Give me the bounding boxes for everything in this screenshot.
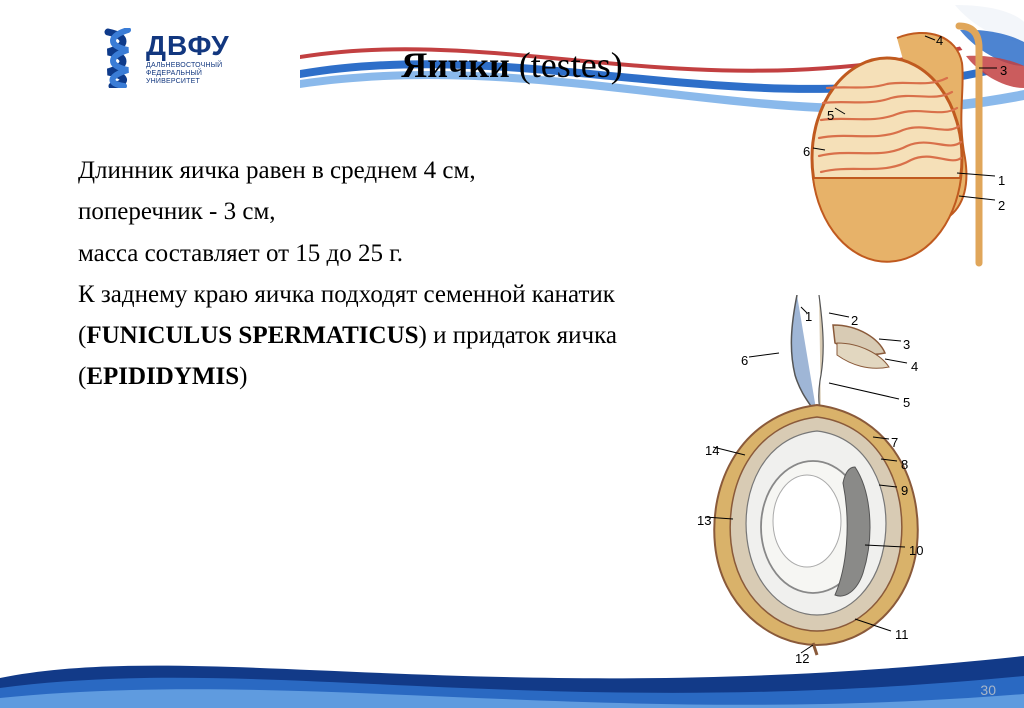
testis-cross-section-figure: 1 2 3 4 5 6 (797, 8, 1012, 268)
body-p4e: ) (239, 363, 247, 390)
fig-top-label-2: 2 (998, 198, 1005, 213)
fig-bot-label-5: 5 (903, 395, 910, 410)
fig-top-label-4: 4 (936, 33, 943, 48)
scrotum-layers-figure: 1 2 3 4 5 6 7 8 9 10 11 12 13 14 (679, 295, 954, 660)
scrotum-layers-svg (679, 295, 954, 660)
fig-bot-label-2: 2 (851, 313, 858, 328)
fig-top-label-1: 1 (998, 173, 1005, 188)
title-bold: Яички (401, 45, 510, 85)
body-p1: Длинник яичка равен в среднем 4 см, (78, 150, 638, 191)
title-rest: (testes) (510, 45, 623, 85)
testis-cross-section-svg (797, 8, 1012, 268)
body-text: Длинник яичка равен в среднем 4 см, попе… (78, 150, 638, 398)
body-p2: поперечник - 3 см, (78, 191, 638, 232)
fig-bot-label-1: 1 (805, 309, 812, 324)
fig-bot-label-4: 4 (911, 359, 918, 374)
body-p4b: FUNICULUS SPERMATICUS (86, 322, 418, 349)
fig-bot-label-12: 12 (795, 651, 809, 666)
fig-bot-label-11: 11 (895, 627, 909, 642)
slide-number: 30 (980, 682, 996, 698)
body-p3: масса составляет от 15 до 25 г. (78, 233, 638, 274)
fig-bot-label-7: 7 (891, 435, 898, 450)
body-p4: К заднему краю яичка подходят семенной к… (78, 274, 638, 398)
fig-bot-label-9: 9 (901, 483, 908, 498)
fig-top-label-3: 3 (1000, 63, 1007, 78)
fig-bot-label-6: 6 (741, 353, 748, 368)
fig-bot-label-13: 13 (697, 513, 711, 528)
fig-bot-label-14: 14 (705, 443, 719, 458)
fig-top-label-5: 5 (827, 108, 834, 123)
body-p4d: EPIDIDYMIS (86, 363, 239, 390)
fig-top-label-6: 6 (803, 144, 810, 159)
fig-bot-label-8: 8 (901, 457, 908, 472)
fig-bot-label-3: 3 (903, 337, 910, 352)
fig-bot-label-10: 10 (909, 543, 923, 558)
